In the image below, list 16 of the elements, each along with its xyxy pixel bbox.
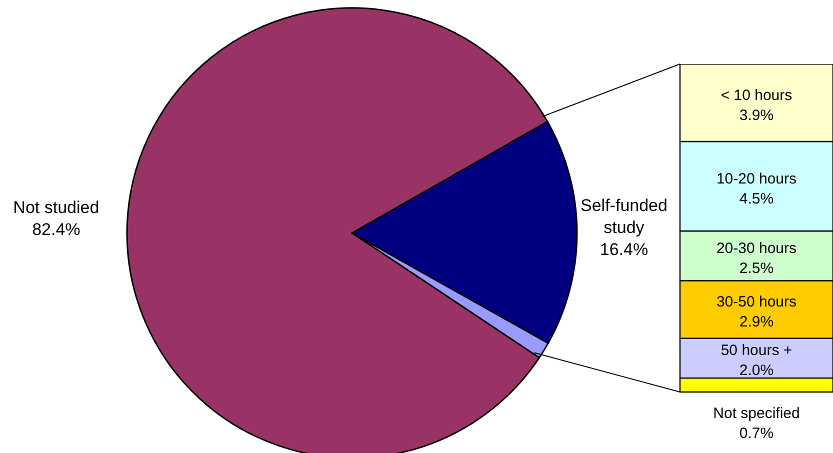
series-label: 10-20 hours <box>716 170 797 188</box>
series-label: 50 hours + <box>720 342 792 360</box>
data-label: 0.7% <box>739 425 774 442</box>
data-label: 82.4% <box>32 220 80 239</box>
series-label: 20-30 hours <box>716 240 797 257</box>
slice-label: Not studied <box>13 198 100 217</box>
data-label: 2.5% <box>739 260 774 277</box>
series-label: < 10 hours <box>720 86 792 104</box>
series-label: Not specified <box>713 405 800 422</box>
data-label: 4.5% <box>739 190 774 208</box>
data-label: 16.4% <box>600 240 648 260</box>
data-label: 3.9% <box>739 106 774 124</box>
slice-label: Self-funded study <box>580 196 668 238</box>
data-label: 2.0% <box>739 362 774 380</box>
data-label: 2.9% <box>739 314 774 331</box>
series-label: 30-50 hours <box>716 294 797 311</box>
